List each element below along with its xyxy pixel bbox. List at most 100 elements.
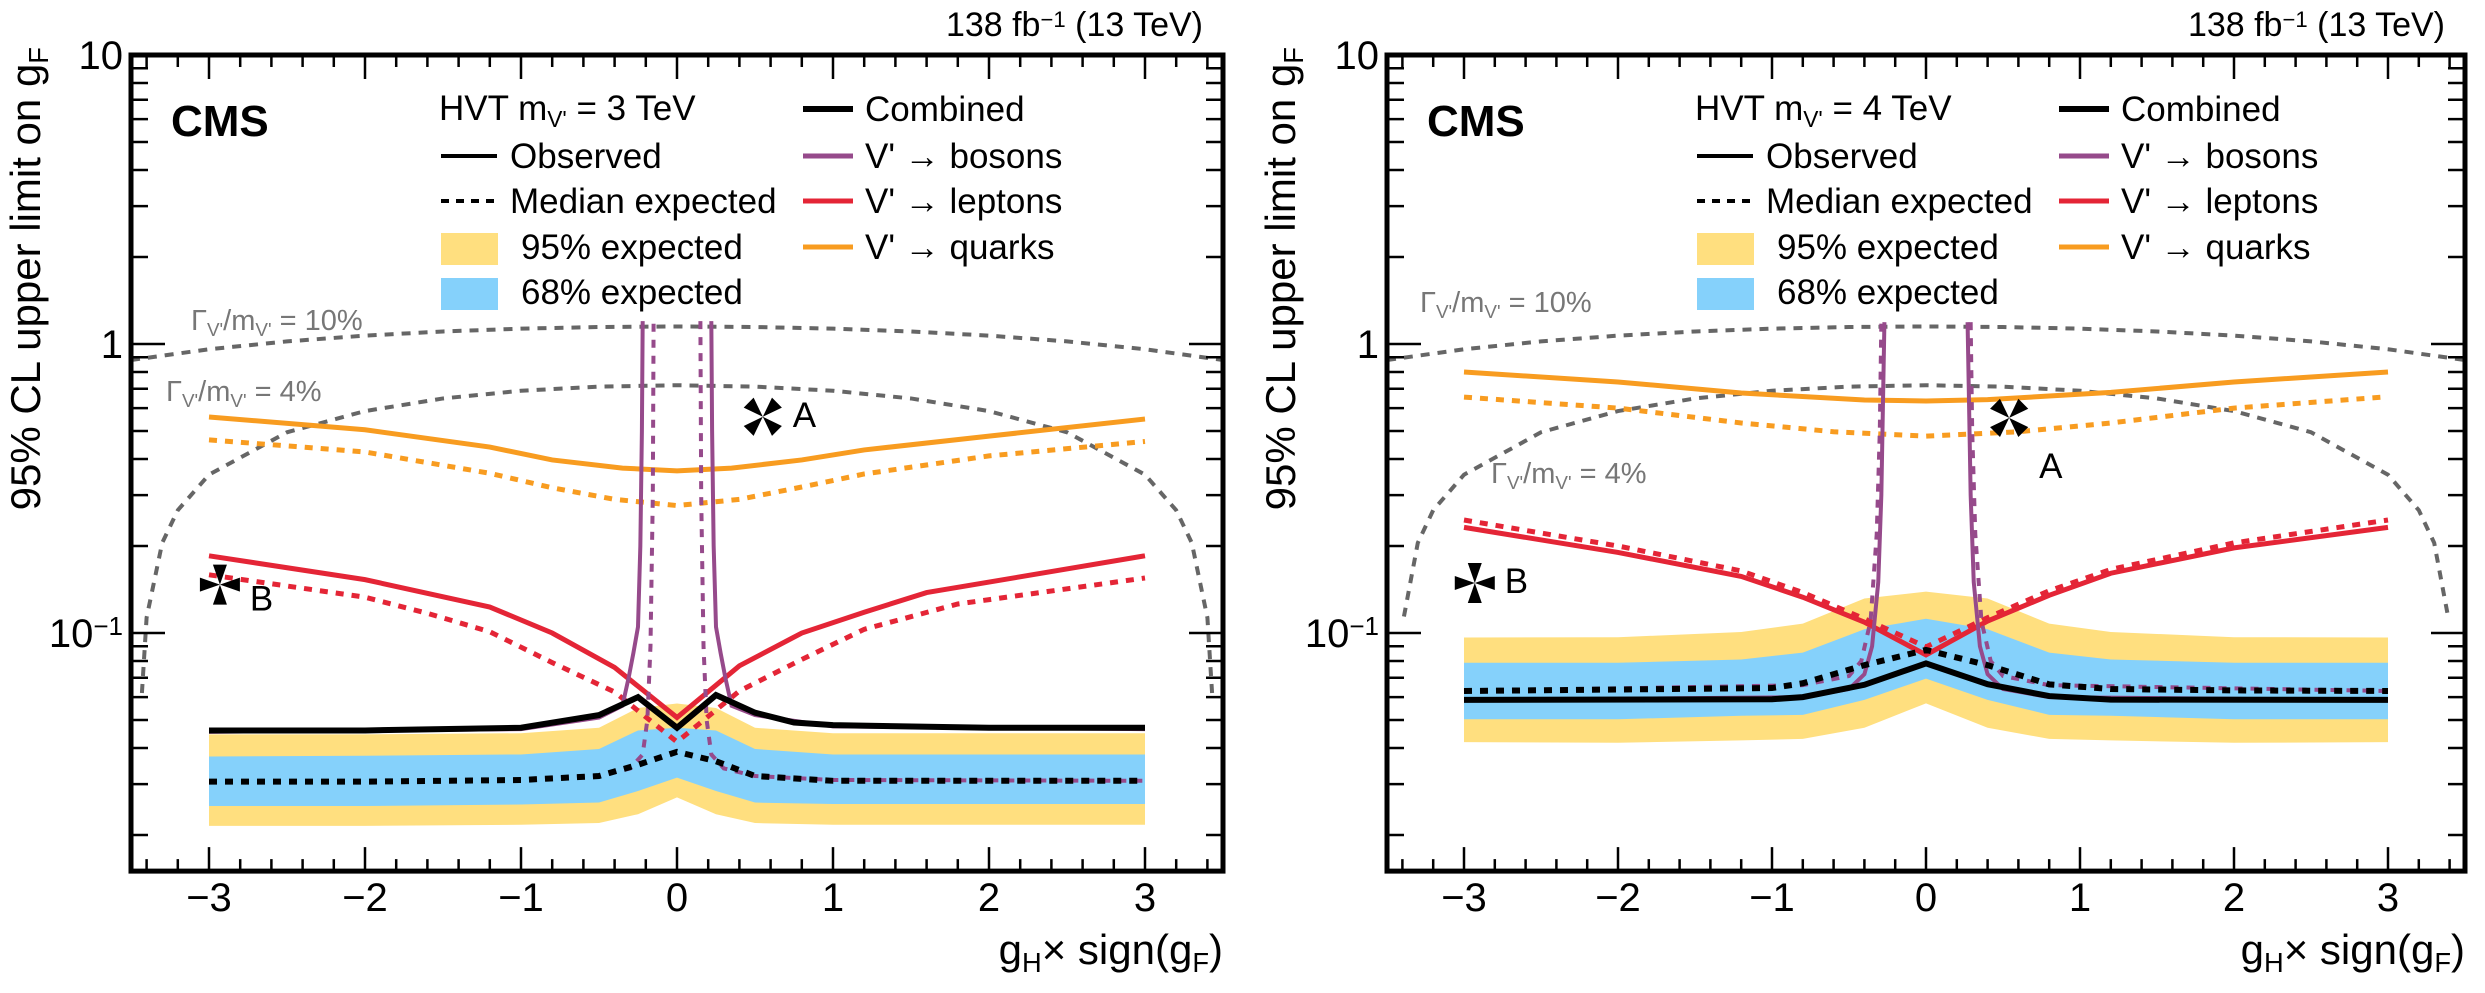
leptons-expected-line [208, 572, 1146, 746]
x-axis-title-part: × sign(g [2284, 926, 2435, 973]
x-tick-label: −1 [498, 876, 544, 920]
x-axis-title-part: F [2434, 947, 2451, 978]
legend-quarks-label: V' → quarks [2121, 228, 2311, 267]
marker-arm [1467, 582, 1482, 603]
benchmark-A-marker [743, 397, 782, 436]
legend-band68-label: 68% expected [1777, 273, 1999, 312]
legend: HVT mV' = 4 TeV Observed Median expected 95… [1695, 89, 2318, 312]
marker-arm [212, 584, 227, 605]
y-axis-title: 95% CL upper limit on gF [1257, 47, 1309, 510]
band-68-expected [209, 727, 1145, 806]
y-tick-label-base: 10 [49, 612, 94, 656]
x-tick-label: 3 [2377, 876, 2399, 920]
width-contour-4pct-label-part: = 4% [1572, 458, 1647, 490]
y-tick-label-base: 1 [1357, 323, 1379, 367]
width-contour-10pct-label-part: /m [1452, 287, 1484, 319]
band-68-expected [1464, 618, 2388, 720]
marker-arm [743, 416, 763, 436]
x-tick-label: 1 [822, 876, 844, 920]
luminosity-label: 138 fb−1 (13 TeV) [2188, 6, 2445, 44]
combined-expected-line [209, 748, 1145, 785]
legend-header-part: V' [547, 106, 567, 132]
width-contour-4pct-label-part: = 4% [247, 376, 322, 408]
y-axis-title-part: F [1278, 47, 1309, 64]
x-tick-label: 1 [2069, 876, 2091, 920]
y-tick-label: 10 [79, 34, 124, 78]
x-tick-label: 2 [978, 876, 1000, 920]
legend-header-part: = 3 TeV [567, 89, 696, 128]
x-axis-title: gH× sign(gF) [999, 926, 1223, 978]
luminosity-label-part: 138 fb [2188, 6, 2283, 44]
legend-band95-swatch [1697, 233, 1754, 265]
width-contour-4pct-label-part: V' [1507, 472, 1523, 493]
legend-median-expected-label: Median expected [510, 182, 777, 221]
y-axis-title-part: 95% CL upper limit on g [1257, 64, 1304, 511]
legend-leptons-label: V' → leptons [865, 182, 1062, 221]
legend-median-expected-label: Median expected [1766, 182, 2033, 221]
y-axis-title-part: F [23, 47, 54, 64]
width-contour-4pct-label-part: V' [182, 390, 198, 411]
legend-band95-label: 95% expected [1777, 228, 1999, 267]
marker-arm [2009, 398, 2029, 418]
quarks-expected-line [208, 437, 1146, 509]
x-axis-title-part: × sign(g [1042, 926, 1193, 973]
luminosity-label-part: 138 fb [946, 6, 1041, 44]
width-contour-4pct-label-part: Γ [166, 376, 182, 408]
marker-arm [1990, 398, 2010, 418]
marker-arm [743, 397, 763, 417]
legend-band95-label: 95% expected [521, 228, 743, 267]
x-tick-label: 0 [1915, 876, 1937, 920]
y-tick-label: 1 [101, 323, 123, 367]
width-contour-4pct-label-part: Γ [1491, 458, 1507, 490]
width-contour-10pct-label-part: = 10% [272, 305, 363, 337]
y-axis-title-part: 95% CL upper limit on g [2, 64, 49, 511]
cms-logo-text: CMS [171, 97, 269, 146]
quarks-expected-line [1463, 394, 2389, 439]
width-contour-10pct-label-part: V' [1436, 301, 1452, 322]
benchmark-A-label: A [793, 396, 817, 435]
y-tick-label-base: 1 [101, 323, 123, 367]
marker-arm [1990, 417, 2010, 437]
width-contour-10pct-label-part: V' [255, 319, 271, 340]
marker-arm [219, 577, 240, 592]
quarks-observed-line [208, 414, 1146, 474]
width-contour-10pct-label-part: V' [207, 319, 223, 340]
x-axis-title-part: H [1022, 947, 1042, 978]
y-tick-label: 1 [1357, 323, 1379, 367]
y-tick-label: 10−1 [1305, 611, 1379, 656]
x-tick-label: −2 [342, 876, 388, 920]
marker-arm [1474, 575, 1495, 590]
legend-band68-swatch [1697, 278, 1754, 310]
x-axis-title-part: g [2241, 926, 2264, 973]
legend: HVT mV' = 3 TeV Observed Median expected 95… [439, 89, 1062, 312]
x-axis-title-part: F [1192, 947, 1209, 978]
luminosity-label-part: (13 TeV) [1066, 6, 1203, 44]
width-contour-4pct-label-part: /m [1523, 458, 1555, 490]
width-contour-10pct-label-part: Γ [191, 305, 207, 337]
legend-band68-swatch [441, 278, 498, 310]
combined-observed-line [209, 691, 1145, 734]
marker-arm [2009, 417, 2029, 437]
x-axis-title-part: g [999, 926, 1022, 973]
leptons-observed-line [208, 553, 1146, 721]
y-tick-label-exponent: −1 [1349, 611, 1379, 641]
width-contour-4pct-label-part: /m [198, 376, 230, 408]
y-tick-label-base: 10 [1335, 34, 1380, 78]
x-tick-label: 2 [2223, 876, 2245, 920]
x-tick-label: −3 [1441, 876, 1487, 920]
legend-header: HVT mV' = 4 TeV [1695, 89, 1952, 132]
legend-combined-label: Combined [865, 90, 1025, 129]
legend-header: HVT mV' = 3 TeV [439, 89, 696, 132]
benchmark-A-label: A [2039, 447, 2063, 486]
legend-band95-swatch [441, 233, 498, 265]
benchmark-A-marker [1990, 398, 2029, 437]
legend-bosons-label: V' → bosons [2121, 137, 2318, 176]
legend-header-part: = 4 TeV [1823, 89, 1952, 128]
legend-leptons-label: V' → leptons [2121, 182, 2318, 221]
x-tick-label: 3 [1134, 876, 1156, 920]
bosons-expected-line [698, 321, 1146, 783]
y-tick-label-exponent: −1 [93, 611, 123, 641]
